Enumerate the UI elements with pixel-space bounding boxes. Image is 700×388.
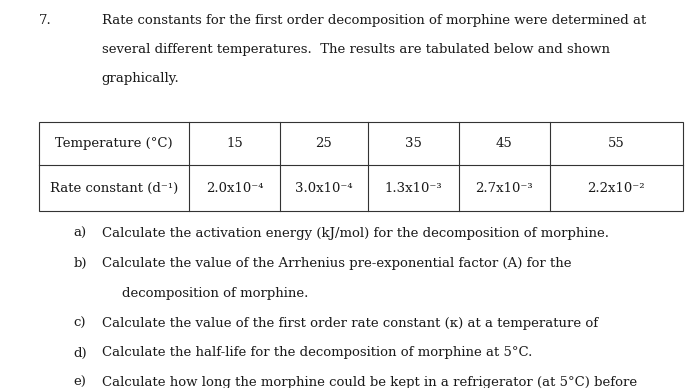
Bar <box>38 122 682 211</box>
Text: b): b) <box>74 257 87 270</box>
Text: 45: 45 <box>496 137 512 150</box>
Text: 35: 35 <box>405 137 421 150</box>
Text: 3.0x10⁻⁴: 3.0x10⁻⁴ <box>295 182 353 195</box>
Text: Calculate the half-life for the decomposition of morphine at 5°C.: Calculate the half-life for the decompos… <box>102 346 532 360</box>
Text: Calculate the value of the first order rate constant (κ) at a temperature of: Calculate the value of the first order r… <box>102 317 602 330</box>
Text: decomposition of morphine.: decomposition of morphine. <box>122 287 309 300</box>
Text: 2.7x10⁻³: 2.7x10⁻³ <box>475 182 533 195</box>
Text: e): e) <box>74 376 86 388</box>
Text: Calculate the value of the Arrhenius pre-exponential factor (A) for the: Calculate the value of the Arrhenius pre… <box>102 257 571 270</box>
Text: 1.3x10⁻³: 1.3x10⁻³ <box>384 182 442 195</box>
Text: 7.: 7. <box>38 14 51 27</box>
Text: Rate constants for the first order decomposition of morphine were determined at: Rate constants for the first order decom… <box>102 14 645 27</box>
Text: several different temperatures.  The results are tabulated below and shown: several different temperatures. The resu… <box>102 43 610 56</box>
Text: 2.2x10⁻²: 2.2x10⁻² <box>587 182 645 195</box>
Text: Temperature (°C): Temperature (°C) <box>55 137 173 150</box>
Text: Calculate the activation energy (kJ/mol) for the decomposition of morphine.: Calculate the activation energy (kJ/mol)… <box>102 227 608 240</box>
Text: graphically.: graphically. <box>102 72 179 85</box>
Text: 25: 25 <box>316 137 332 150</box>
Text: Calculate how long the morphine could be kept in a refrigerator (at 5°C) before: Calculate how long the morphine could be… <box>102 376 636 388</box>
Text: d): d) <box>74 346 87 360</box>
Text: a): a) <box>74 227 87 240</box>
Text: 15: 15 <box>226 137 243 150</box>
Text: 55: 55 <box>608 137 624 150</box>
Text: c): c) <box>74 317 86 330</box>
Text: 2.0x10⁻⁴: 2.0x10⁻⁴ <box>206 182 263 195</box>
Text: Rate constant (d⁻¹): Rate constant (d⁻¹) <box>50 182 178 195</box>
